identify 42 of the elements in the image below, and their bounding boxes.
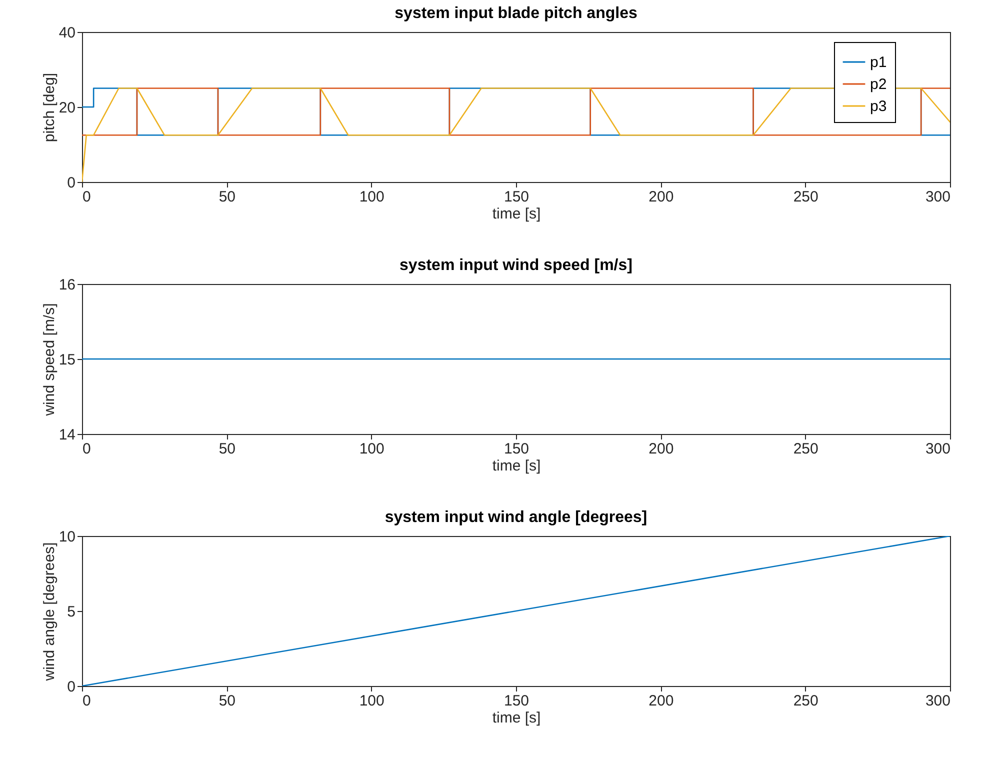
x-tick-label: 100 [359,692,384,710]
x-tick-label: 200 [648,440,674,458]
x-tick-label: 200 [648,188,674,206]
y-tick-label: 0 [67,678,76,696]
x-tick-label: 300 [925,440,950,458]
x-tick-label: 250 [793,440,818,458]
x-tick-label: 50 [218,188,236,206]
x-axis-title: time [s] [492,458,541,474]
x-tick-label: 250 [793,188,818,206]
y-tick-label: 10 [58,528,76,546]
x-tick-label: 0 [82,692,91,710]
y-tick-label: 5 [67,604,76,620]
legend-label: p1 [870,54,887,71]
x-tick-label: 250 [793,692,818,710]
x-tick-label: 150 [504,188,530,206]
x-tick-label: 50 [218,692,236,710]
x-tick-label: 300 [925,692,950,710]
y-tick-label: 40 [58,24,76,42]
x-tick-label: 0 [82,188,91,206]
y-tick-label: 16 [58,276,76,294]
legend-label: p3 [870,98,887,115]
x-axis-title: time [s] [492,710,541,726]
chart-title: system input blade pitch angles [394,5,638,22]
x-tick-label: 100 [359,440,384,458]
x-tick-label: 150 [504,440,530,458]
chart-title: system input wind speed [m/s] [400,257,632,274]
y-axis-title: pitch [deg] [40,72,58,142]
chart-title: system input wind angle [degrees] [384,509,648,526]
x-tick-label: 50 [218,440,236,458]
legend-label: p2 [870,76,887,93]
x-tick-label: 0 [82,440,91,458]
y-tick-label: 0 [67,174,76,192]
x-tick-label: 150 [504,692,530,710]
y-axis-title: wind angle [degrees] [40,542,58,682]
x-tick-label: 200 [648,692,674,710]
x-tick-label: 100 [359,188,384,206]
y-axis-title: wind speed [m/s] [40,303,58,417]
y-tick-label: 14 [58,426,76,444]
y-tick-label: 20 [58,100,76,116]
y-tick-label: 15 [58,352,76,368]
x-tick-label: 300 [925,188,950,206]
x-axis-title: time [s] [492,206,541,222]
